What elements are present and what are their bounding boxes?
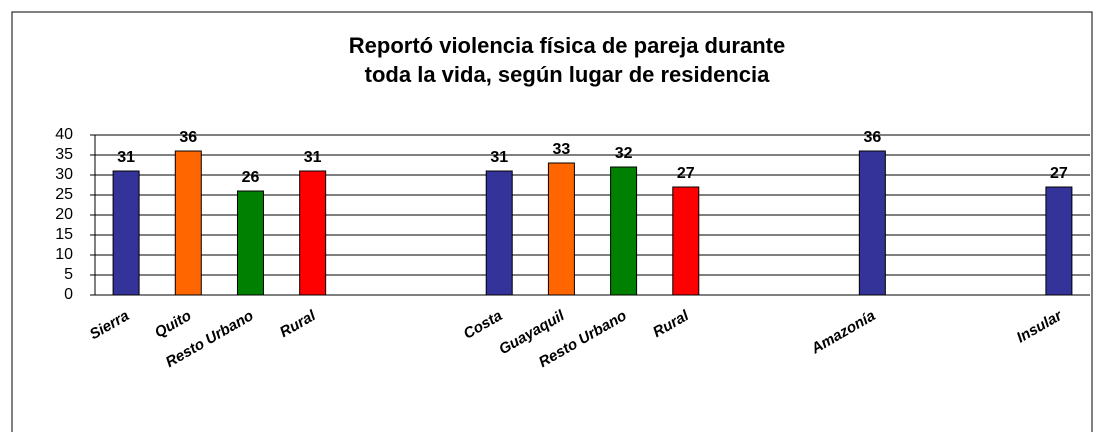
bar	[112, 170, 140, 296]
bar	[672, 186, 700, 296]
chart-title: toda la vida, según lugar de residencia	[365, 62, 770, 87]
y-tick-label: 20	[55, 206, 73, 223]
value-label: 27	[677, 165, 695, 182]
chart-frame	[11, 11, 1093, 432]
x-tick-label: Quito	[152, 307, 194, 341]
value-label: 31	[117, 149, 135, 166]
y-tick-label: 25	[55, 186, 73, 203]
bar	[236, 190, 264, 296]
value-label: 31	[304, 149, 322, 166]
value-label: 27	[1050, 165, 1068, 182]
bar	[547, 162, 575, 296]
value-label: 36	[179, 129, 197, 146]
y-tick-label: 5	[64, 266, 73, 283]
x-tick-label: Rural	[650, 307, 692, 341]
y-tick-label: 10	[55, 246, 73, 263]
x-tick-label: Rural	[277, 307, 319, 341]
value-label: 26	[242, 169, 260, 186]
value-label: 31	[490, 149, 508, 166]
y-tick-label: 30	[55, 166, 73, 183]
bar	[485, 170, 513, 296]
bar	[610, 166, 638, 296]
bar	[1045, 186, 1073, 296]
y-tick-label: 0	[64, 286, 73, 303]
y-tick-label: 40	[55, 126, 73, 143]
x-tick-label: Amazonía	[808, 307, 879, 358]
bar	[299, 170, 327, 296]
bar	[174, 150, 202, 296]
x-tick-label: Insular	[1014, 307, 1066, 347]
x-tick-label: Sierra	[87, 307, 132, 343]
value-label: 32	[615, 145, 633, 162]
bar	[858, 150, 886, 296]
y-tick-label: 35	[55, 146, 73, 163]
value-label: 33	[553, 141, 571, 158]
y-tick-label: 15	[55, 226, 73, 243]
value-label: 36	[863, 129, 881, 146]
chart-title: Reportó violencia física de pareja duran…	[349, 33, 785, 58]
x-tick-label: Costa	[461, 307, 506, 343]
